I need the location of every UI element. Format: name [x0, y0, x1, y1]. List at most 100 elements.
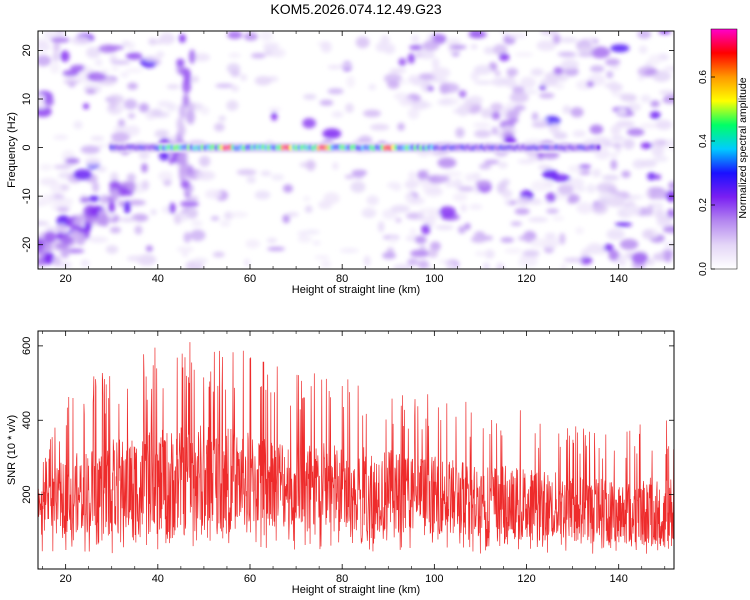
noise-blob	[576, 202, 593, 214]
noise-blob	[411, 34, 420, 43]
noise-blob	[483, 46, 496, 55]
noise-blob	[346, 75, 356, 88]
noise-blob	[518, 258, 538, 268]
noise-blob	[621, 170, 631, 178]
spectrogram-x-tick-label: 40	[152, 273, 164, 285]
streak-blob	[168, 157, 175, 165]
noise-blob	[640, 142, 653, 150]
noise-blob	[96, 166, 107, 173]
noise-blob	[150, 209, 157, 216]
noise-blob	[610, 153, 618, 158]
streak-blob	[108, 200, 116, 214]
noise-blob	[111, 131, 131, 143]
noise-blob	[606, 228, 625, 241]
noise-blob	[65, 157, 80, 165]
noise-blob	[639, 123, 659, 129]
snr-x-tick-label: 100	[425, 573, 443, 585]
noise-blob	[392, 184, 402, 192]
noise-blob	[215, 83, 234, 88]
streak-blob	[60, 235, 74, 245]
streak-blob	[180, 179, 191, 189]
noise-blob	[430, 67, 451, 79]
noise-blob	[227, 31, 243, 40]
noise-blob	[428, 78, 449, 83]
noise-blob	[56, 207, 70, 213]
spectrogram-panel: 20 40 60 80 100 120 140 -20 -10 0 10 20 Height of …	[6, 30, 675, 296]
noise-blob	[626, 128, 645, 137]
noise-blob	[352, 169, 365, 179]
streak-blob	[55, 242, 70, 250]
noise-blob	[262, 42, 280, 47]
noise-blob	[614, 222, 633, 227]
noise-blob	[212, 251, 225, 258]
noise-blob	[538, 92, 555, 99]
noise-blob	[562, 105, 572, 114]
noise-blob	[109, 226, 121, 234]
noise-blob	[73, 120, 83, 130]
noise-blob	[158, 151, 170, 161]
noise-blob	[80, 145, 101, 154]
noise-blob	[90, 136, 105, 141]
noise-blob	[383, 43, 396, 55]
noise-blob	[38, 194, 57, 205]
noise-blob	[590, 46, 611, 59]
noise-blob	[331, 111, 344, 118]
noise-blob	[123, 98, 138, 110]
noise-blob	[70, 64, 87, 72]
noise-blob	[646, 204, 654, 217]
noise-blob	[607, 195, 625, 205]
noise-blob	[426, 187, 443, 194]
colorbar-ticks: 0.0 0.2 0.4 0.6	[698, 70, 715, 276]
noise-blob	[491, 77, 509, 87]
noise-blob	[577, 52, 594, 57]
noise-blob	[579, 256, 593, 265]
noise-blob	[545, 192, 557, 203]
noise-blob	[319, 99, 334, 106]
noise-blob	[619, 238, 639, 250]
spectrogram-x-tick-label: 60	[244, 273, 256, 285]
noise-blob	[490, 102, 504, 112]
streak-blob	[178, 166, 186, 182]
noise-blob	[472, 122, 491, 128]
noise-blob	[327, 88, 344, 95]
streak-blob	[38, 237, 45, 251]
noise-blob	[619, 259, 627, 267]
noise-blob	[664, 139, 674, 150]
noise-blob	[53, 164, 72, 170]
noise-blob	[605, 58, 621, 66]
noise-blob	[449, 45, 467, 50]
noise-blob	[457, 104, 470, 117]
noise-blob	[557, 184, 574, 195]
noise-blob	[564, 67, 579, 77]
noise-blob	[282, 214, 290, 224]
noise-blob	[563, 257, 583, 263]
noise-blob	[179, 211, 189, 222]
snr-x-tick-label: 140	[610, 573, 628, 585]
noise-blob	[646, 68, 658, 75]
noise-blob	[493, 44, 508, 56]
noise-blob	[654, 174, 662, 180]
streak-blob	[127, 181, 137, 193]
noise-blob	[544, 232, 557, 239]
colorbar-tick-label: 0.0	[698, 262, 709, 276]
noise-blob	[570, 107, 584, 118]
spectrogram-y-tick-label: 20	[21, 44, 33, 56]
colorbar-bar	[710, 28, 738, 270]
streak-blob	[109, 180, 121, 190]
noise-blob	[344, 174, 355, 179]
snr-frame	[37, 330, 675, 570]
noise-blob	[113, 125, 129, 132]
noise-blob	[437, 175, 450, 183]
streak-blob	[176, 117, 185, 131]
noise-blob	[496, 262, 505, 269]
snr-x-tick-label: 120	[517, 573, 535, 585]
streak-blob	[186, 109, 195, 125]
snr-x-tick-label: 80	[336, 573, 348, 585]
snr-y-tick-label: 200	[21, 485, 33, 503]
noise-blob	[637, 76, 645, 81]
noise-blob	[504, 199, 512, 205]
noise-blob	[609, 80, 619, 93]
noise-blob	[398, 57, 407, 67]
noise-blob	[50, 36, 70, 43]
noise-blob	[559, 37, 578, 43]
